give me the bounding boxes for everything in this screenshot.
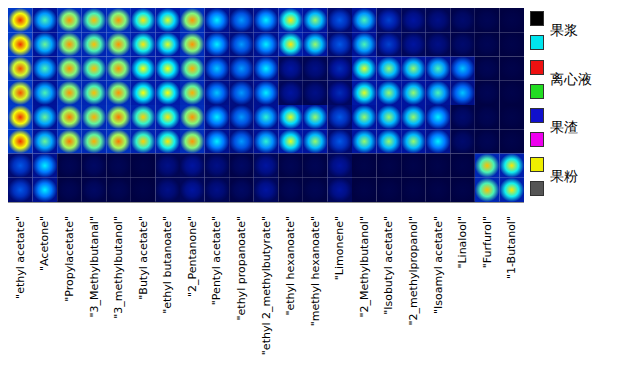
- svg-text:"Propylacetate": "Propylacetate": [63, 216, 76, 302]
- svg-text:"methyl hexanoate": "methyl hexanoate": [309, 216, 322, 326]
- svg-text:"ethyl butanoate": "ethyl butanoate": [161, 216, 174, 314]
- svg-text:"Butyl acetate": "Butyl acetate": [137, 216, 150, 300]
- html-text:果浆: 果浆: [550, 22, 578, 39]
- svg-text:"ethyl 2_methylbutyrate": "ethyl 2_methylbutyrate": [260, 216, 273, 355]
- svg-text:"2_Pentanone": "2_Pentanone": [186, 216, 199, 297]
- html-text:果渣: 果渣: [550, 119, 578, 136]
- html-text:离心液: 离心液: [550, 70, 592, 87]
- svg-text:"Furfurol": "Furfurol": [481, 216, 494, 268]
- svg-text:"2_methylpropanol": "2_methylpropanol": [407, 216, 420, 325]
- svg-text:"2_Methylbutanol": "2_Methylbutanol": [358, 216, 371, 318]
- svg-text:"Pentyl acetate": "Pentyl acetate": [210, 216, 223, 305]
- svg-text:"3_Methylbutanal": "3_Methylbutanal": [88, 216, 101, 318]
- svg-text:"ethyl hexanoate": "ethyl hexanoate": [284, 216, 297, 316]
- svg-text:"1-Butanol": "1-Butanol": [505, 216, 518, 279]
- svg-text:"3_methylbutanol": "3_methylbutanol": [112, 216, 125, 319]
- svg-text:"Limonene": "Limonene": [333, 216, 346, 280]
- svg-text:"ethyl acetate": "ethyl acetate": [14, 216, 27, 299]
- svg-text:"Isobutyl acetate": "Isobutyl acetate": [382, 216, 395, 315]
- html-text:果粉: 果粉: [550, 167, 578, 184]
- svg-text:"Linalool": "Linalool": [456, 216, 469, 269]
- svg-text:"Acetone": "Acetone": [38, 216, 51, 271]
- svg-text:"Isoamyl acetate": "Isoamyl acetate": [432, 216, 445, 314]
- svg-text:"ethyl propanoate": "ethyl propanoate": [235, 216, 248, 320]
